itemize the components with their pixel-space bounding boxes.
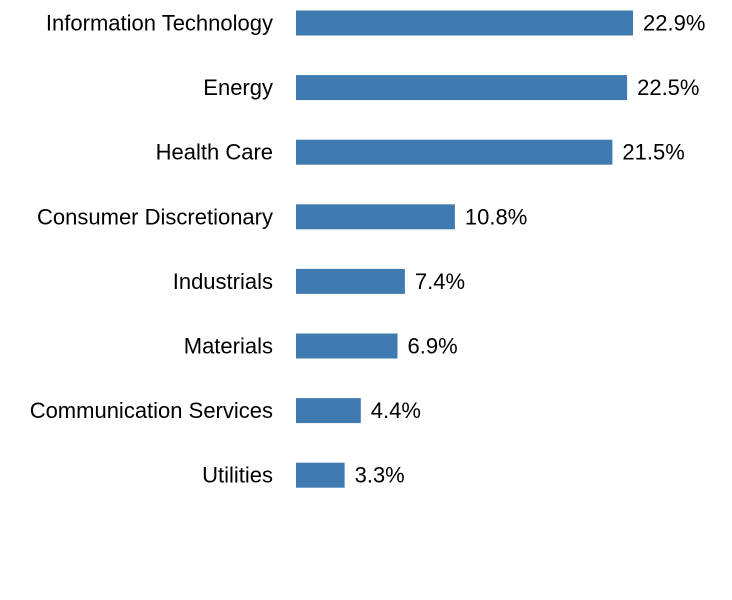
bars-group xyxy=(296,10,633,488)
category-label: Materials xyxy=(184,334,273,359)
bar-information-technology xyxy=(296,10,633,36)
bar-materials xyxy=(296,333,398,359)
bar-industrials xyxy=(296,268,405,294)
category-label: Consumer Discretionary xyxy=(37,204,273,229)
category-label: Industrials xyxy=(173,269,273,294)
value-label: 4.4% xyxy=(371,398,421,423)
category-label: Energy xyxy=(203,75,273,100)
bar-utilities xyxy=(296,462,345,488)
value-label: 22.5% xyxy=(637,75,699,100)
value-labels-group: 22.9% 22.5% 21.5% 10.8% 7.4% 6.9% 4.4% 3.3% xyxy=(355,11,706,488)
value-label: 10.8% xyxy=(465,204,527,229)
category-label: Health Care xyxy=(156,140,273,165)
category-label: Utilities xyxy=(202,463,273,488)
bar-communication-services xyxy=(296,398,361,424)
value-label: 7.4% xyxy=(415,269,465,294)
category-label: Information Technology xyxy=(46,11,273,36)
bar-energy xyxy=(296,75,628,101)
bar-consumer-discretionary xyxy=(296,204,455,230)
bar-health-care xyxy=(296,139,613,165)
category-label: Communication Services xyxy=(30,398,273,423)
value-label: 22.9% xyxy=(643,11,705,36)
value-label: 21.5% xyxy=(622,140,684,165)
category-labels-group: Information Technology Energy Health Care C… xyxy=(30,11,273,488)
value-label: 6.9% xyxy=(408,334,458,359)
value-label: 3.3% xyxy=(355,463,405,488)
